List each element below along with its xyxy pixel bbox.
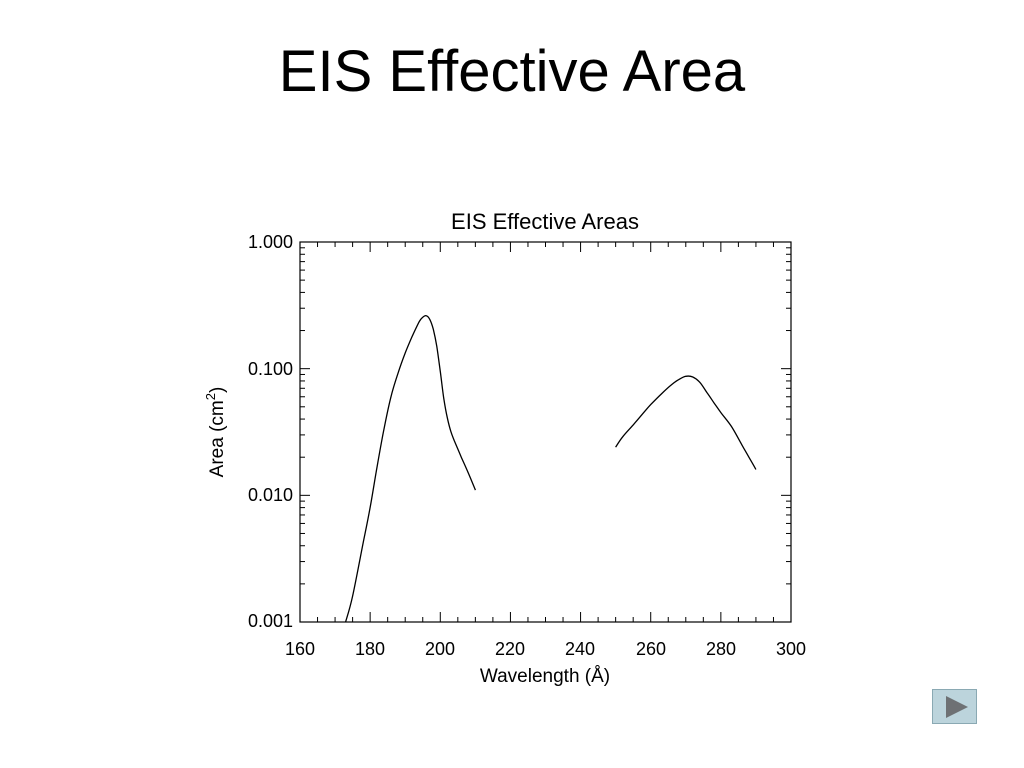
play-triangle-icon: [946, 696, 968, 718]
effective-area-chart: EIS Effective Areas 1.000 0.100 0.010 0.…: [203, 209, 806, 687]
series-line-2: [615, 375, 757, 470]
x-tick-label: 280: [706, 639, 736, 659]
x-axis-label: Wavelength (Å): [480, 666, 610, 687]
series-line-1: [344, 314, 477, 623]
y-tick-label: 0.100: [248, 359, 293, 379]
x-tick-label: 220: [495, 639, 525, 659]
next-slide-button[interactable]: [932, 689, 977, 724]
slide-title: EIS Effective Area: [278, 39, 746, 104]
y-tick-label: 1.000: [248, 232, 293, 252]
y-axis-label-close: ): [207, 387, 228, 393]
x-tick-label: 160: [285, 639, 315, 659]
x-tick-label: 200: [425, 639, 455, 659]
x-tick-label: 180: [355, 639, 385, 659]
chart-title: EIS Effective Areas: [451, 209, 639, 234]
y-axis-tick-labels: 1.000 0.100 0.010 0.001: [248, 232, 293, 631]
y-axis-label-superscript: 2: [203, 393, 218, 400]
x-tick-label: 240: [565, 639, 595, 659]
x-minor-ticks: [299, 242, 792, 622]
series-group: [344, 314, 757, 623]
plot-frame: [299, 241, 792, 623]
y-axis-label: Area (cm2): [203, 387, 228, 478]
y-tick-label: 0.010: [248, 485, 293, 505]
y-tick-label: 0.001: [248, 611, 293, 631]
x-axis-tick-labels: 160 180 200 220 240 260 280 300: [285, 639, 806, 659]
y-axis-label-text: Area (cm: [207, 400, 228, 477]
x-tick-label: 300: [776, 639, 806, 659]
x-tick-label: 260: [636, 639, 666, 659]
y-minor-ticks: [300, 247, 791, 623]
